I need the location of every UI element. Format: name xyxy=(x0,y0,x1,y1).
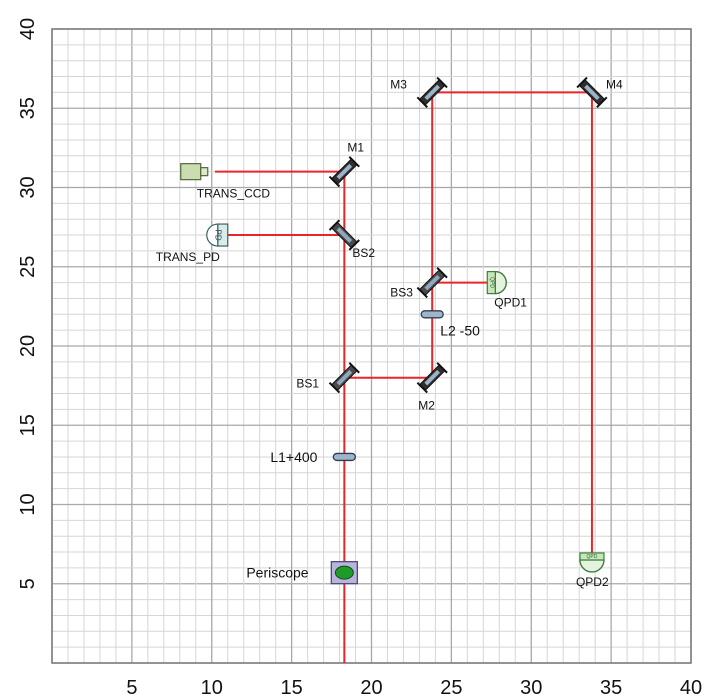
grid xyxy=(51,28,692,664)
mirror-surface xyxy=(336,163,353,180)
qpd-icon xyxy=(579,559,605,573)
mirror-mount xyxy=(576,76,588,89)
mirror-mount xyxy=(436,362,448,374)
qpd-icon-text: QPD xyxy=(488,277,494,288)
mirror-mount xyxy=(416,286,428,299)
component-bs2: BS2 xyxy=(328,219,375,260)
component-qpd2: QPD QPD2 xyxy=(576,552,609,589)
component-m2: M2 xyxy=(416,362,448,413)
x-tick-label: 35 xyxy=(600,677,622,698)
periscope-optic-icon xyxy=(334,565,354,580)
x-tick-label: 20 xyxy=(360,677,382,698)
component-label: BS3 xyxy=(390,286,413,300)
mirror-mount xyxy=(328,175,341,188)
y-tick-label: 25 xyxy=(17,256,39,278)
component-trans-ccd: TRANS_CCD xyxy=(180,163,271,201)
component-bs3: BS3 xyxy=(390,267,448,300)
camera-lens-icon xyxy=(200,167,209,177)
qpd-icon-text: QPD xyxy=(587,554,598,560)
x-tick-label: 30 xyxy=(520,677,542,698)
mirror-mount xyxy=(436,76,448,89)
mirror-mount xyxy=(416,381,428,394)
lens-icon xyxy=(420,310,444,319)
mirror-surface xyxy=(424,369,440,386)
mirror-mount xyxy=(416,96,428,108)
component-label: BS2 xyxy=(352,246,375,260)
component-label: M4 xyxy=(606,77,623,91)
component-periscope: Periscope xyxy=(246,561,358,585)
component-label: TRANS_PD xyxy=(156,250,220,264)
x-tick-label: 15 xyxy=(281,677,303,698)
y-tick-label: 40 xyxy=(17,18,39,40)
y-tick-label: 35 xyxy=(17,97,39,119)
y-tick-label: 30 xyxy=(17,176,39,198)
qpd-icon xyxy=(494,270,507,295)
component-label: QPD1 xyxy=(494,296,527,310)
photodiode-icon xyxy=(206,223,219,247)
component-label: M1 xyxy=(347,141,364,155)
photodiode-icon-text: PD xyxy=(213,229,222,240)
component-trans-pd: PD TRANS_PD xyxy=(156,223,229,264)
mirror-surface xyxy=(424,274,440,291)
lens-icon xyxy=(332,452,356,462)
component-m3: M3 xyxy=(390,76,448,108)
mirror-surface xyxy=(336,227,353,243)
component-label: Periscope xyxy=(246,565,308,581)
component-qpd1: QPD QPD1 xyxy=(486,270,527,310)
component-label: BS1 xyxy=(296,377,319,391)
mirror-mount xyxy=(348,362,360,374)
component-label: M3 xyxy=(390,77,407,91)
component-label: TRANS_CCD xyxy=(197,187,271,201)
qpd-mount-icon xyxy=(486,271,496,295)
optical-components: TRANS_CCD PD TRANS_PD M1 BS2 BS1 M2 M3 M4 BS3 L2 -… xyxy=(156,76,623,589)
component-label: QPD2 xyxy=(576,575,609,589)
component-l1: L1+400 xyxy=(270,449,356,465)
y-tick-label: 20 xyxy=(17,335,39,357)
x-tick-label: 25 xyxy=(440,677,462,698)
mirror-mount xyxy=(328,219,341,231)
component-label: M2 xyxy=(418,399,435,413)
component-m1: M1 xyxy=(328,141,364,188)
component-label: L1+400 xyxy=(270,449,317,465)
y-tick-label: 5 xyxy=(17,578,39,589)
component-bs1: BS1 xyxy=(296,362,360,394)
axis-tick-labels: 5 10 15 20 25 30 35 40 5 10 15 20 25 30 35 40 xyxy=(17,18,702,698)
mirror-mount xyxy=(436,267,448,279)
mirror-mount xyxy=(348,156,360,168)
y-tick-label: 15 xyxy=(17,414,39,436)
x-tick-label: 40 xyxy=(680,677,702,698)
component-label: L2 -50 xyxy=(440,322,480,338)
mirror-mount xyxy=(328,381,341,394)
mirror-surface xyxy=(336,369,353,386)
mirror-mount xyxy=(596,96,608,108)
x-tick-label: 10 xyxy=(201,677,223,698)
plot-border xyxy=(51,28,692,664)
camera-icon xyxy=(180,163,202,181)
component-m4: M4 xyxy=(576,76,623,108)
mirror-surface xyxy=(424,84,440,101)
mirror-surface xyxy=(584,84,600,101)
component-l2: L2 -50 xyxy=(420,310,480,338)
qpd-mount-icon xyxy=(579,552,605,561)
y-tick-label: 10 xyxy=(17,493,39,515)
x-tick-label: 5 xyxy=(126,677,137,698)
mirror-mount xyxy=(348,239,360,251)
